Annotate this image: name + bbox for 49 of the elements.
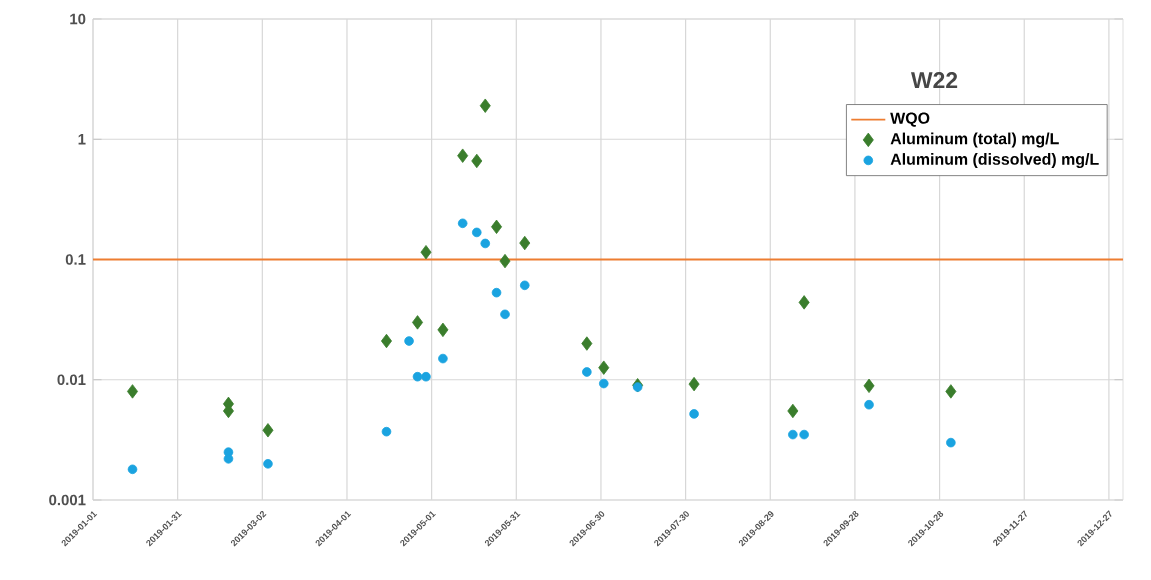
point	[598, 378, 609, 389]
point	[471, 153, 483, 169]
point	[262, 423, 274, 438]
point	[472, 227, 482, 238]
point	[437, 322, 449, 338]
point	[519, 235, 531, 251]
point	[788, 429, 798, 440]
legend-label: Aluminum (dissolved) mg/L	[890, 153, 1099, 169]
text: W22	[910, 72, 958, 89]
point	[223, 454, 234, 464]
point	[499, 253, 511, 269]
point	[582, 367, 592, 377]
point	[798, 295, 810, 310]
point	[519, 280, 530, 291]
point	[799, 429, 809, 440]
point	[412, 315, 423, 330]
point	[420, 245, 432, 260]
point	[689, 409, 699, 419]
point	[457, 148, 469, 163]
point	[500, 309, 510, 320]
point	[688, 376, 700, 392]
point	[863, 378, 875, 394]
point	[421, 371, 431, 382]
point	[438, 353, 448, 364]
point	[946, 437, 956, 448]
legend-label: WQO	[890, 112, 930, 127]
point	[263, 459, 273, 469]
point	[787, 403, 799, 419]
point	[864, 399, 874, 410]
point	[404, 336, 414, 346]
point	[381, 426, 392, 437]
point	[581, 336, 593, 351]
point	[480, 238, 491, 249]
point	[127, 464, 138, 475]
legend-label: Aluminum (total) mg/L	[890, 132, 1059, 148]
point	[491, 219, 503, 234]
y-tick-label: 0.1	[65, 254, 86, 265]
point	[491, 287, 502, 298]
point	[598, 360, 610, 375]
point	[479, 98, 491, 113]
point	[412, 371, 423, 382]
y-tick-label: 0.001	[49, 494, 86, 506]
point	[632, 382, 643, 392]
point	[127, 384, 138, 399]
y-tick-label: 10	[70, 13, 86, 25]
point	[945, 384, 957, 399]
point	[457, 218, 468, 229]
y-tick-label: 0.01	[57, 374, 86, 386]
y-tick-label: 1	[78, 134, 86, 145]
